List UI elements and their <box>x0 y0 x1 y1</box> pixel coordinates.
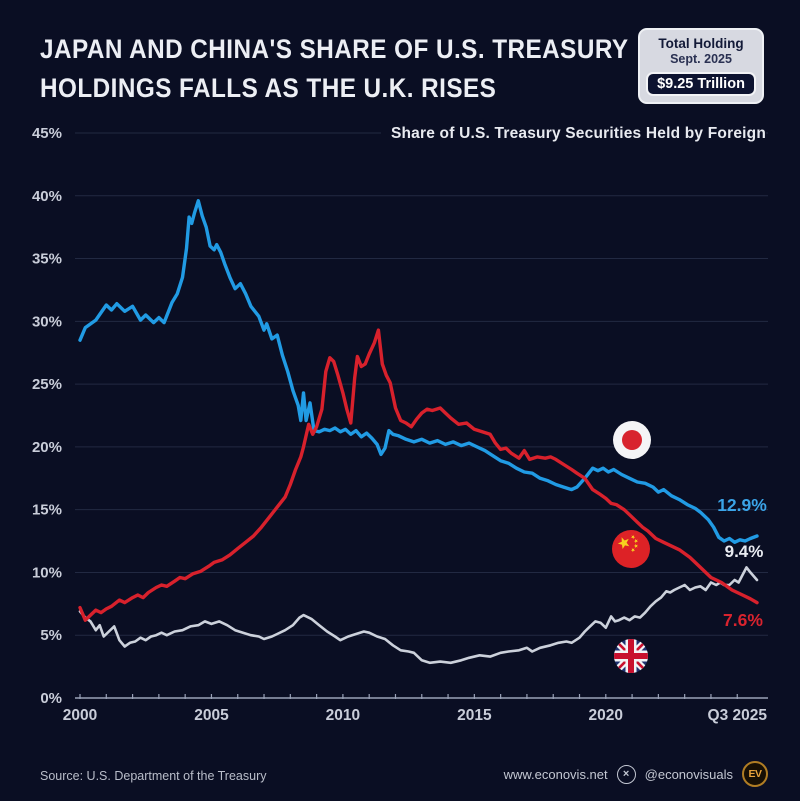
x-social-icon[interactable]: × <box>616 764 636 784</box>
china-flag-icon <box>612 530 650 568</box>
source-note: Source: U.S. Department of the Treasury <box>40 769 267 783</box>
x-axis-label-2010: 2010 <box>326 707 360 724</box>
x-handle-link[interactable]: @econovisuals <box>644 766 733 782</box>
japan-series-line <box>78 199 759 544</box>
chart-subtitle: Share of U.S. Treasury Securities Held b… <box>380 123 766 145</box>
flag-star <box>630 548 635 553</box>
page-title: JAPAN AND CHINA'S SHARE OF U.S. TREASURY… <box>40 30 629 108</box>
holding-box-value: $9.25 Trillion <box>646 72 756 96</box>
y-axis-label-15: 15% <box>32 502 62 519</box>
x-axis-label-2025: Q3 2025 <box>708 707 768 724</box>
flag-star <box>633 543 638 548</box>
flag-star <box>633 539 638 544</box>
footer-branding: www.econovis.net × @econovisuals EV <box>504 761 768 787</box>
uk-series-line <box>78 566 759 665</box>
y-axis-label-0: 0% <box>40 690 62 707</box>
website-link[interactable]: www.econovis.net <box>503 766 608 782</box>
flag-star <box>631 535 636 540</box>
x-axis-label-2015: 2015 <box>457 707 492 724</box>
holding-box-label: Total Holding <box>658 36 744 51</box>
y-axis-label-25: 25% <box>32 376 62 393</box>
uk-end-label: 9.4% <box>725 542 764 561</box>
holding-box-period: Sept. 2025 <box>670 52 732 66</box>
title-line-1: JAPAN AND CHINA'S SHARE OF U.S. TREASURY <box>40 34 629 64</box>
title-line-2: HOLDINGS FALLS AS THE U.K. RISES <box>40 73 497 103</box>
y-axis-label-5: 5% <box>40 627 62 644</box>
flag-star <box>617 537 630 549</box>
x-axis-label-2000: 2000 <box>63 707 97 724</box>
total-holding-box: Total Holding Sept. 2025 $9.25 Trillion <box>638 28 764 104</box>
y-axis-label-40: 40% <box>32 188 62 205</box>
y-axis-label-20: 20% <box>32 439 62 456</box>
x-axis-label-2020: 2020 <box>589 707 623 724</box>
japan-end-label: 12.9% <box>717 495 767 515</box>
y-axis-label-45: 45% <box>32 125 62 142</box>
japan-flag-icon <box>613 421 651 459</box>
china-end-label: 7.6% <box>723 610 763 630</box>
y-axis-label-30: 30% <box>32 313 62 330</box>
uk-flag-icon <box>614 639 648 673</box>
china-series-line <box>78 328 759 622</box>
y-axis-label-35: 35% <box>32 251 62 268</box>
econovis-logo: EV <box>742 761 768 787</box>
y-axis-label-10: 10% <box>32 564 62 581</box>
x-axis-label-2005: 2005 <box>194 707 229 724</box>
